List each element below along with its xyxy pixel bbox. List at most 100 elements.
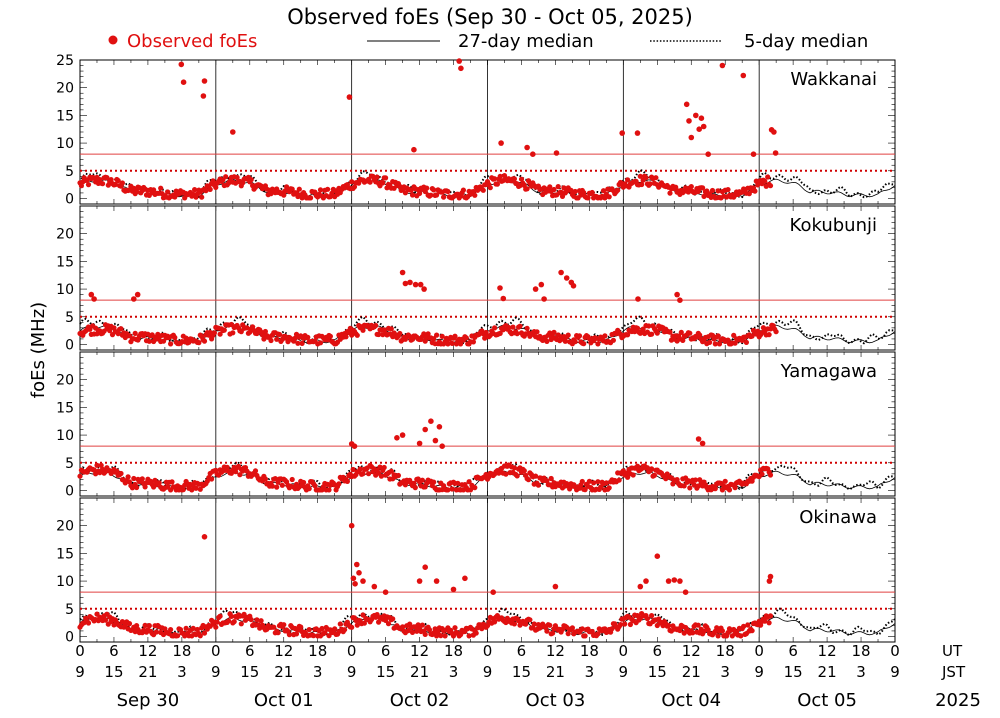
observed-point [408,187,414,193]
observed-point [487,185,493,191]
observed-point [108,177,114,183]
observed-point [100,181,106,187]
observed-point [192,187,198,193]
observed-point [85,182,92,188]
observed-point [409,192,416,198]
observed-point [390,616,396,622]
observed-point [455,480,461,486]
observed-point [327,333,333,339]
observed-point [511,465,517,471]
observed-point [677,627,683,634]
observed-point [719,628,726,634]
observed-point [417,190,423,196]
observed-point [409,629,416,636]
observed-point [524,325,530,331]
observed-point [693,112,699,119]
observed-point [682,589,689,595]
observed-point [715,633,721,639]
observed-point [373,322,379,329]
observed-point [223,174,229,180]
observed-point [217,331,223,337]
observed-point [527,617,533,623]
observed-point [381,464,387,471]
observed-point [399,269,406,276]
x-tick-label-ut: 6 [653,642,663,660]
observed-point [102,617,109,623]
observed-point [765,174,771,180]
observed-point [132,330,138,336]
observed-point [271,624,277,630]
observed-point [254,617,260,623]
observed-point [463,335,469,341]
observed-point [732,485,738,491]
observed-point [586,478,593,484]
y-tick-label: 15 [56,546,74,562]
observed-point [690,630,696,636]
observed-point [581,190,587,196]
x-tick-label-jst: 15 [104,663,123,681]
observed-point [603,480,610,486]
observed-point [625,332,631,338]
x-tick-label-jst: 3 [177,663,187,681]
observed-point [139,476,145,482]
observed-point [551,329,557,335]
observed-point [634,463,641,469]
observed-point [230,330,236,336]
observed-point [749,628,755,634]
observed-point [647,181,653,187]
observed-point [434,633,440,639]
observed-point [306,486,312,492]
panel-kokubunji: 0 5 10 15 20 Kokubunji [56,205,896,353]
observed-point [637,583,644,590]
x-tick-label-ut: 0 [75,642,85,660]
observed-point [681,483,687,489]
observed-point [419,477,425,483]
observed-point [175,633,181,639]
observed-point [91,296,97,302]
observed-point [653,175,659,181]
observed-point [654,330,660,336]
observed-point [767,573,774,580]
observed-point [207,186,213,192]
observed-point [666,623,672,629]
observed-point [308,195,314,201]
y-tick-label: 0 [65,191,74,207]
y-tick-label: 5 [65,310,74,326]
x-tick-label-jst: 21 [818,663,837,681]
observed-point [771,129,777,135]
observed-point [416,440,423,447]
panel-okinawa: 0 5 10 15 20 Okinawa [56,497,896,645]
x-tick-label-ut: 12 [682,642,701,660]
x-tick-label-ut: 0 [890,642,900,660]
x-tick-label-jst: 9 [483,663,493,681]
observed-point [193,485,199,491]
observed-point [169,479,175,485]
observed-point [354,332,360,338]
observed-point [244,325,250,331]
observed-point [700,185,706,191]
observed-point [419,622,425,628]
y-tick-label: 0 [65,483,74,499]
observed-point [94,462,100,468]
observed-point [544,628,550,634]
observed-point [709,187,716,194]
observed-point [415,622,421,628]
observed-point [131,296,137,302]
observed-point [180,487,186,493]
y-tick-label: 5 [65,456,74,472]
observed-point [700,123,707,130]
x-tick-label-ut: 18 [308,642,327,660]
observed-point [510,324,516,330]
observed-point [112,181,118,188]
observed-point [281,622,287,628]
x-tick-label-jst: 21 [138,663,157,681]
observed-series [77,269,779,347]
observed-point [492,619,498,625]
station-name: Wakkanai [790,69,877,90]
observed-point [498,140,504,146]
x-tick-label-jst: 3 [856,663,866,681]
observed-point [551,186,557,193]
observed-point [349,332,355,338]
x-tick-label-jst: 3 [720,663,730,681]
observed-point [233,469,239,475]
